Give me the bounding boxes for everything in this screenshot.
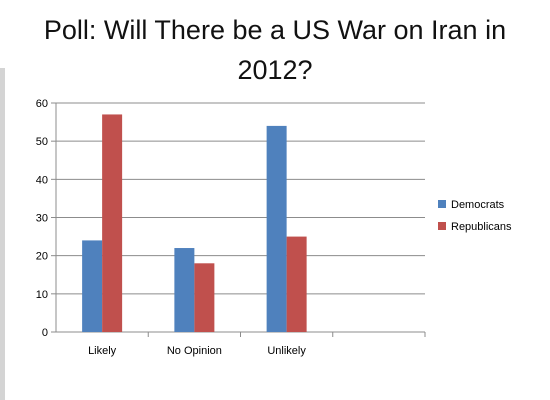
category-label-no-opinion: No Opinion [167,345,222,357]
y-tick-label-40: 40 [36,174,48,186]
y-tick-label-10: 10 [36,289,48,301]
bar-democrats-likely [82,240,103,332]
bar-democrats-no-opinion [174,248,195,332]
legend-label-republicans: Republicans [451,221,512,233]
legend-swatch-republicans [438,222,446,230]
category-label-unlikely: Unlikely [267,345,306,357]
y-tick-labels: 0 10 20 30 40 50 60 [36,98,48,339]
legend-swatch-democrats [438,200,446,208]
y-tick-label-0: 0 [42,327,48,339]
chart-title-line-1: Poll: Will There be a US War on Iran in [43,15,507,45]
chart-title: Poll: Will There be a US War on Iran in … [0,10,550,90]
category-labels: Likely No Opinion Unlikely [88,345,306,357]
y-tick-label-30: 30 [36,213,48,225]
y-tick-label-20: 20 [36,251,48,263]
chart-title-line-2: 2012? [237,55,313,85]
y-tick-label-50: 50 [36,136,48,148]
category-label-likely: Likely [88,345,117,357]
left-edge-shadow [0,68,5,400]
bar-republicans-likely [102,114,123,332]
bars [82,114,307,333]
bar-democrats-unlikely [266,125,287,333]
bar-republicans-no-opinion [194,263,215,332]
legend-label-democrats: Democrats [451,199,505,211]
bar-republicans-unlikely [286,236,307,332]
y-tick-label-60: 60 [36,98,48,110]
legend: Democrats Republicans [438,199,512,233]
